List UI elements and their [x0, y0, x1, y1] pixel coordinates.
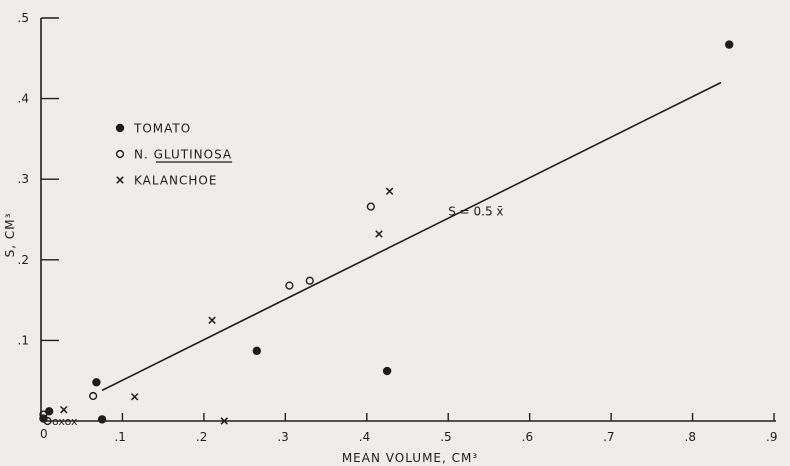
data-point-filled-circle	[97, 415, 107, 424]
x-marker-stroke	[220, 417, 228, 425]
origin-label: 0	[40, 427, 48, 441]
data-point-filled-circle	[725, 40, 734, 49]
legend-marker	[115, 123, 125, 133]
x-tick-label: .3	[277, 430, 288, 444]
data-points	[39, 40, 734, 426]
legend: TOMATO N. GLUTINOSA KALANCHOE	[115, 122, 233, 188]
x-tick-label: .2	[196, 430, 207, 444]
data-point-filled-circle	[252, 346, 262, 356]
y-tick-label: .2	[18, 253, 29, 267]
y-tick-label: .1	[18, 333, 29, 347]
legend-marker	[115, 149, 125, 159]
x-tick-label: .5	[440, 430, 451, 444]
x-tick-label: .4	[359, 430, 370, 444]
x-marker-stroke	[385, 187, 394, 196]
y-tick-label: .3	[18, 172, 29, 186]
fit-line-label: S = 0.5 x̄	[448, 204, 503, 218]
x-marker-stroke	[375, 230, 383, 238]
x-tick-label: .1	[114, 430, 125, 444]
axes	[40, 18, 776, 422]
legend-marker	[116, 176, 124, 184]
data-point-x	[385, 187, 394, 196]
y-tick-label: .4	[18, 92, 29, 106]
data-point-filled-circle	[382, 366, 392, 376]
data-point-open-circle	[39, 410, 48, 419]
data-point-filled-circle	[92, 378, 101, 387]
data-point-open-circle	[366, 202, 375, 211]
data-point-x	[220, 417, 228, 425]
x-marker-stroke	[60, 405, 68, 414]
legend-label: KALANCHOE	[134, 174, 217, 188]
data-point-open-circle	[285, 281, 294, 290]
x-marker-stroke	[130, 393, 139, 401]
data-point-x	[208, 316, 216, 324]
data-point-x	[130, 393, 139, 401]
cluster-label: oxox	[52, 415, 78, 428]
x-tick-label: .8	[685, 430, 696, 444]
x-axis-title: MEAN VOLUME, CM³	[342, 451, 478, 465]
data-point-open-circle	[89, 391, 98, 401]
legend-label: N. GLUTINOSA	[134, 148, 232, 162]
x-tick-label: .9	[766, 430, 777, 444]
data-point-x	[375, 230, 383, 238]
data-point-open-circle	[43, 416, 52, 426]
y-axis-title: S, CM³	[3, 213, 17, 258]
ticks: .1 .2 .3 .4 .5 .6 .7 .8 .9 .1 .2 .3 .4 .5	[18, 11, 778, 444]
fit-line	[101, 81, 722, 392]
x-marker-stroke	[208, 316, 216, 324]
x-tick-label: .6	[522, 430, 533, 444]
x-marker-stroke	[116, 176, 124, 184]
data-point-open-circle	[305, 276, 314, 285]
data-point-x	[60, 405, 68, 414]
legend-label: TOMATO	[133, 122, 191, 136]
y-tick-label: .5	[18, 11, 29, 25]
x-tick-label: .7	[603, 430, 614, 444]
